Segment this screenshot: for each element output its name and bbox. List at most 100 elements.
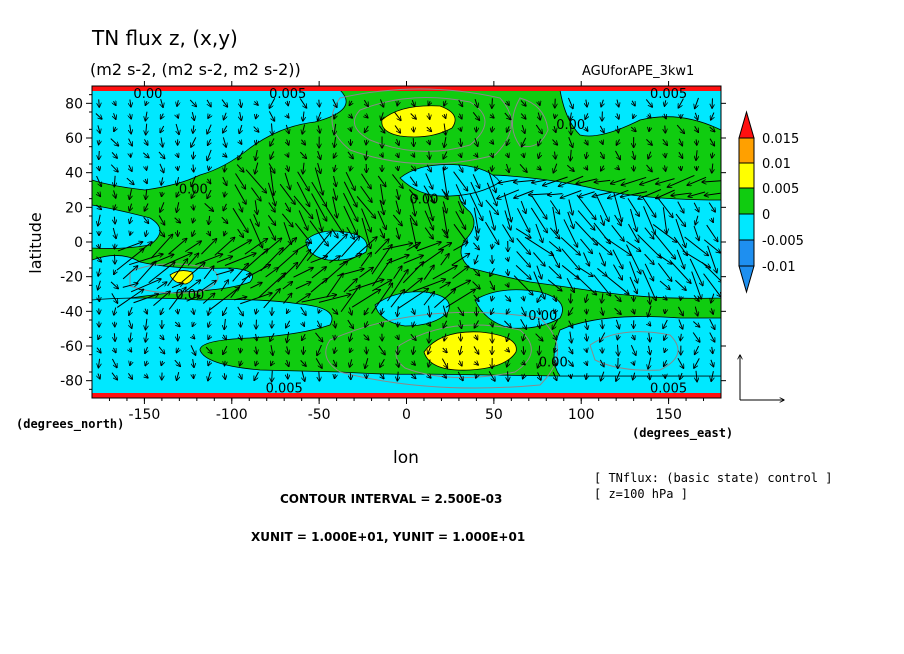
flux-arrow — [680, 333, 681, 341]
flux-arrow — [186, 295, 200, 302]
flux-arrow — [177, 166, 178, 170]
y-tick-label: 0 — [74, 235, 83, 251]
flux-arrow — [240, 99, 241, 107]
flux-arrow — [394, 111, 401, 121]
flux-arrow — [664, 360, 667, 366]
flux-arrow — [472, 111, 479, 120]
flux-arrow — [371, 244, 392, 275]
flux-arrow — [601, 140, 603, 144]
flux-arrow — [585, 139, 588, 145]
flux-arrow — [343, 279, 357, 293]
flux-arrow — [203, 266, 214, 280]
flux-arrow — [537, 294, 542, 302]
flux-arrow — [692, 332, 700, 342]
flux-arrow — [706, 224, 718, 242]
flux-arrow — [629, 208, 636, 232]
flux-arrow — [99, 294, 100, 302]
flux-arrow — [552, 206, 558, 234]
flux-arrow — [296, 181, 309, 207]
flux-arrow — [98, 166, 99, 171]
flux-arrow — [98, 125, 100, 133]
flux-arrow — [475, 254, 479, 264]
flux-arrow — [236, 164, 244, 172]
flux-arrow — [394, 125, 400, 134]
flux-arrow — [535, 124, 542, 134]
flux-arrow — [677, 357, 684, 368]
flux-arrow — [506, 333, 509, 341]
flux-arrow — [174, 321, 180, 327]
flux-arrow — [506, 138, 509, 145]
flux-arrow — [397, 139, 400, 145]
flux-arrow — [331, 308, 338, 315]
flux-arrow — [664, 113, 666, 119]
flux-arrow — [177, 308, 178, 314]
flux-arrow — [600, 151, 604, 159]
flux-arrow — [193, 308, 195, 314]
flux-arrow — [554, 348, 556, 353]
x-tick-label: 100 — [568, 407, 595, 423]
flux-arrow — [315, 209, 322, 231]
flux-arrow — [254, 101, 258, 105]
flux-arrow — [412, 361, 416, 365]
flux-arrow — [507, 153, 509, 158]
flux-arrow — [223, 334, 226, 340]
colorbar-label: 0 — [762, 208, 770, 223]
flux-arrow — [662, 207, 667, 233]
flux-arrow — [189, 99, 196, 107]
flux-arrow — [129, 307, 132, 315]
flux-arrow — [408, 189, 417, 200]
flux-arrow — [287, 101, 288, 106]
y-tick-label: 20 — [65, 200, 83, 216]
flux-arrow — [372, 259, 391, 287]
flux-arrow — [656, 178, 675, 184]
colorbar-label: 0.01 — [762, 157, 791, 172]
flux-arrow — [181, 263, 205, 283]
flux-arrow — [523, 373, 525, 379]
flux-arrow — [649, 372, 650, 380]
contour-label: 0.005 — [650, 87, 687, 102]
flux-arrow — [522, 124, 525, 133]
flux-arrow — [177, 153, 179, 157]
flux-arrow — [366, 150, 367, 160]
x-tick-label: -100 — [216, 407, 248, 423]
flux-arrow — [453, 242, 467, 251]
flux-arrow — [585, 113, 588, 119]
flux-arrow — [111, 152, 117, 158]
flux-arrow — [507, 257, 508, 261]
flux-arrow — [614, 294, 621, 301]
flux-arrow — [117, 242, 143, 252]
flux-arrow — [578, 191, 595, 197]
flux-arrow — [301, 295, 337, 303]
flux-arrow — [161, 177, 163, 185]
flux-arrow — [191, 190, 196, 198]
flux-arrow — [287, 139, 289, 145]
flux-arrow — [310, 256, 328, 264]
flux-arrow — [293, 195, 313, 219]
flux-arrow — [601, 371, 604, 381]
flux-arrow — [390, 290, 405, 308]
flux-arrow — [576, 194, 596, 220]
flux-arrow — [144, 139, 147, 145]
flux-arrow — [566, 164, 574, 171]
flux-arrow — [528, 194, 551, 195]
flux-arrow — [598, 252, 605, 266]
flux-arrow — [711, 308, 713, 314]
flux-arrow — [122, 283, 138, 288]
flux-arrow — [568, 320, 573, 328]
flux-arrow — [532, 179, 548, 183]
flux-arrow — [712, 346, 713, 354]
flux-arrow — [554, 125, 556, 133]
flux-arrow — [98, 244, 100, 248]
flux-arrow — [492, 165, 493, 171]
flux-arrow — [474, 362, 478, 366]
flux-arrow — [633, 114, 635, 118]
flux-arrow — [642, 197, 656, 217]
flux-arrow — [523, 346, 524, 354]
flux-arrow — [594, 192, 609, 222]
flux-arrow — [314, 167, 323, 195]
flux-arrow — [255, 162, 258, 174]
flux-arrow — [114, 175, 115, 187]
flux-arrow — [665, 125, 666, 134]
flux-arrow — [626, 244, 640, 274]
flux-arrow — [548, 194, 563, 195]
